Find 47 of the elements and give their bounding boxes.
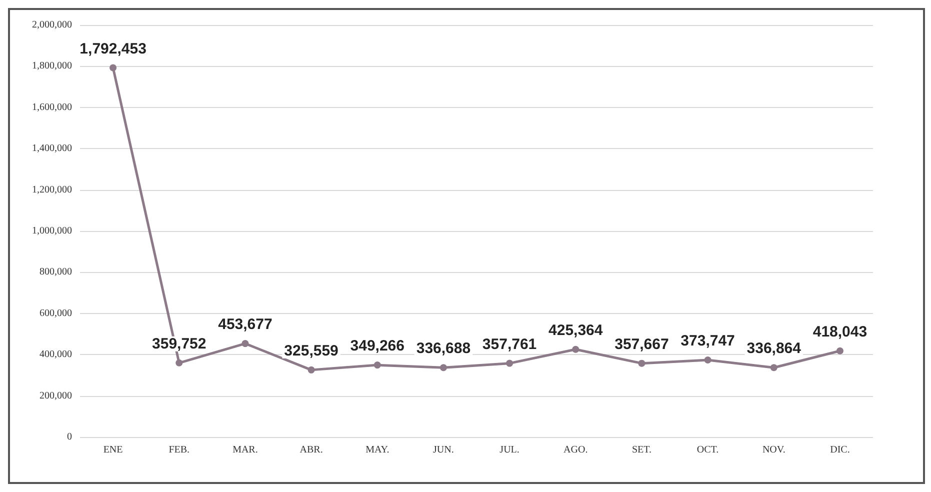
x-tick-label: FEB.: [168, 444, 190, 456]
x-tick-label: ENE: [103, 444, 123, 456]
data-label: 325,559: [284, 342, 338, 360]
data-label: 453,677: [218, 316, 272, 334]
data-label: 418,043: [812, 323, 868, 340]
point: [374, 362, 381, 369]
data-label: 359,752: [152, 335, 206, 352]
point: [770, 364, 778, 372]
x-tick-label: MAR.: [232, 444, 258, 456]
y-tick-label: 200,000: [40, 390, 72, 402]
data-label: 425,364: [548, 322, 604, 339]
data-label: 357,761: [482, 336, 537, 353]
y-tick-label: 600,000: [40, 308, 72, 319]
data-label: 336,688: [416, 340, 471, 358]
point: [638, 360, 646, 367]
y-tick-label: 0: [67, 432, 72, 442]
y-tick-label: 400,000: [40, 349, 72, 360]
x-tick-label: OCT.: [696, 444, 719, 456]
point: [440, 364, 447, 372]
x-tick-label: AGO.: [564, 444, 588, 456]
x-tick-label: DIC.: [830, 444, 850, 456]
y-tick-label: 800,000: [40, 266, 72, 278]
data-label: 349,266: [350, 338, 404, 355]
x-tick-label: JUL.: [500, 444, 520, 456]
y-tick-label: 1,200,000: [32, 184, 72, 196]
data-label: 336,864: [746, 340, 802, 358]
y-tick-label: 1,400,000: [32, 143, 72, 154]
x-tick-label: SET.: [632, 444, 652, 456]
y-tick-label: 1,800,000: [32, 60, 72, 72]
point: [110, 64, 117, 72]
point: [176, 359, 183, 366]
point: [704, 356, 712, 364]
y-tick-label: 2,000,000: [32, 20, 72, 30]
x-tick-label: NOV.: [762, 444, 786, 456]
x-tick-label: ABR.: [300, 444, 323, 456]
point: [836, 347, 844, 354]
point: [506, 360, 514, 367]
x-tick-label: JUN.: [433, 444, 454, 456]
point: [242, 340, 249, 348]
data-label: 357,667: [614, 336, 669, 353]
x-tick-label: MAY.: [366, 444, 390, 456]
data-label: 373,747: [680, 332, 735, 350]
point: [308, 366, 315, 374]
data-label: 1,792,453: [80, 40, 146, 58]
point: [572, 346, 580, 353]
y-tick-label: 1,000,000: [32, 226, 72, 236]
y-tick-label: 1,600,000: [32, 102, 72, 113]
